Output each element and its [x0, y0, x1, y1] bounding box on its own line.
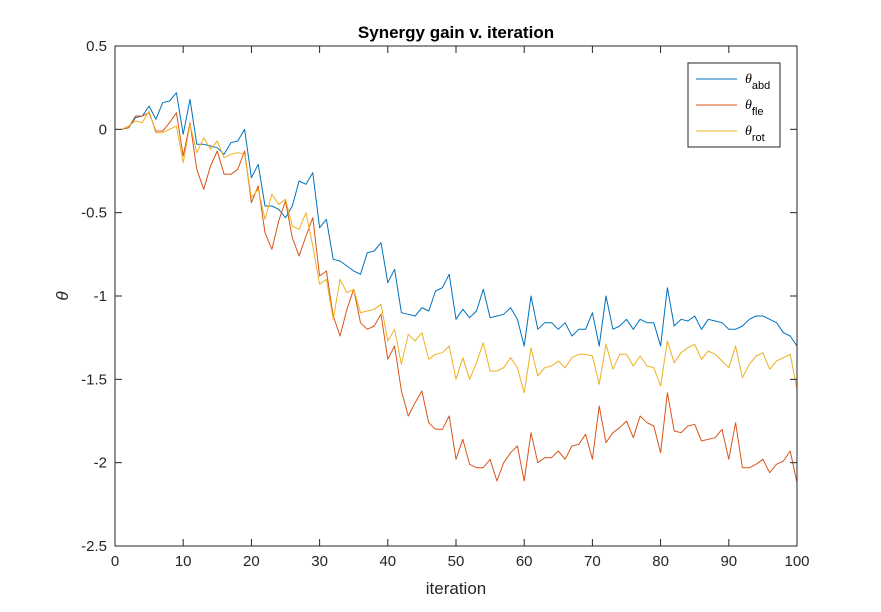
- series-line-abd: [121, 92, 798, 347]
- legend-symbol: θ: [745, 124, 752, 139]
- x-tick-label: 30: [311, 553, 328, 570]
- x-tick-label: 10: [175, 553, 192, 570]
- x-tick-label: 90: [720, 553, 737, 570]
- legend-label-abd: θabd: [745, 72, 770, 92]
- y-tick-label: -1.5: [81, 371, 107, 388]
- legend-label-fle: θfle: [745, 98, 764, 118]
- series-line-fle: [121, 112, 798, 483]
- x-tick-label: 100: [784, 553, 809, 570]
- y-tick-label: -2.5: [81, 538, 107, 555]
- legend-subscript: fle: [752, 106, 764, 118]
- y-tick-label: -1: [94, 288, 107, 305]
- legend-symbol: θ: [745, 98, 752, 113]
- axes-layer: [114, 45, 798, 547]
- plot-area: [115, 46, 797, 546]
- x-tick-label: 40: [379, 553, 396, 570]
- x-tick-label: 50: [448, 553, 465, 570]
- legend-subscript: abd: [752, 80, 770, 92]
- y-tick-label: -2: [94, 455, 107, 472]
- x-tick-label: 0: [111, 553, 119, 570]
- x-axis-label: iteration: [426, 579, 486, 598]
- chart-title: Synergy gain v. iteration: [358, 23, 554, 42]
- legend-symbol: θ: [745, 72, 752, 87]
- x-tick-label: 60: [516, 553, 533, 570]
- x-tick-label: 80: [652, 553, 669, 570]
- y-tick-label: 0.5: [86, 38, 107, 55]
- series-line-rot: [121, 110, 798, 394]
- x-tick-label: 20: [243, 553, 260, 570]
- series-layer: [121, 92, 798, 483]
- x-tick-label: 70: [584, 553, 601, 570]
- y-tick-label: 0: [99, 121, 107, 138]
- legend-subscript: rot: [752, 132, 765, 144]
- y-axis-label: θ: [53, 291, 72, 301]
- legend-label-rot: θrot: [745, 124, 765, 144]
- tick-label-layer: 0 10 20 30 40 50 60 70 80 90 100 0.5 0 -0.5 -1 -1.5 -2 -2…: [81, 38, 809, 570]
- y-tick-label: -0.5: [81, 205, 107, 222]
